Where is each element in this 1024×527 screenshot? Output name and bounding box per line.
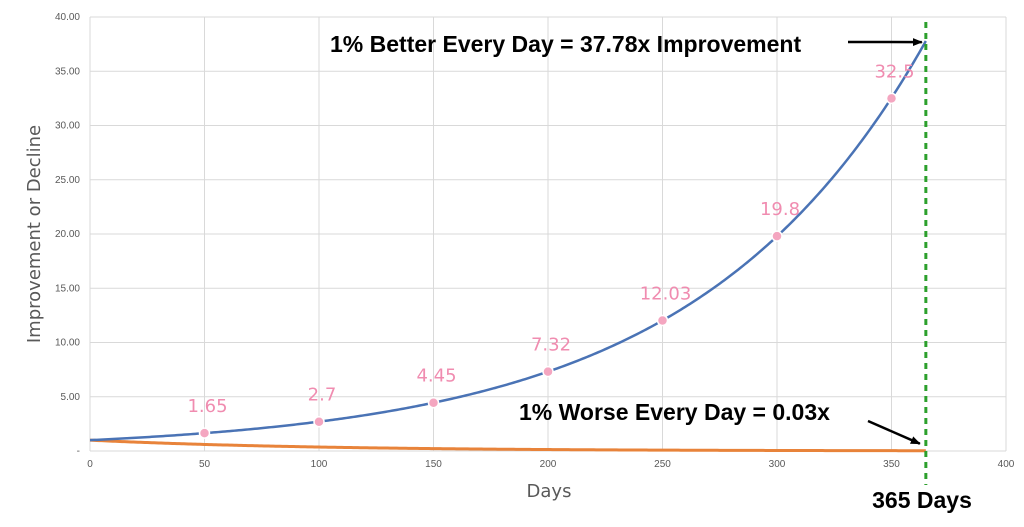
worse-annotation: 1% Worse Every Day = 0.03x [519, 399, 830, 425]
y-tick-label: 5.00 [61, 392, 81, 403]
y-tick-label: - [77, 446, 80, 457]
x-tick-label: 150 [425, 459, 442, 470]
better-annotation: 1% Better Every Day = 37.78x Improvement [330, 31, 801, 57]
x-tick-label: 0 [87, 459, 93, 470]
y-axis-title: Improvement or Decline [24, 125, 45, 343]
y-tick-label: 40.00 [55, 12, 80, 23]
data-label: 7.32 [531, 335, 571, 356]
data-markers: 1.65 2.7 4.45 7.32 12.03 19.8 32.5 [187, 61, 915, 439]
series [89, 40, 927, 453]
data-label: 1.65 [187, 396, 227, 417]
series-line-better [89, 40, 927, 442]
data-label: 32.5 [874, 61, 914, 82]
x-tick-label: 400 [998, 459, 1015, 470]
data-point [427, 396, 440, 409]
x-tick-label: 300 [769, 459, 786, 470]
y-tick-label: 15.00 [55, 283, 80, 294]
x-tick-label: 200 [540, 459, 557, 470]
data-point [885, 92, 898, 105]
y-tick-label: 20.00 [55, 229, 80, 240]
grid [89, 16, 1007, 452]
data-point [542, 365, 554, 378]
y-tick-label: 30.00 [55, 121, 80, 132]
x-tick-label: 250 [654, 459, 671, 470]
data-label: 19.8 [760, 199, 800, 220]
x-axis-title: Days [527, 481, 572, 502]
x-tick-label: 50 [199, 459, 211, 470]
data-label: 12.03 [640, 283, 692, 304]
annotations [847, 22, 928, 485]
x-tick-label: 350 [883, 459, 900, 470]
data-point [656, 314, 669, 327]
series-line-worse [89, 438, 926, 453]
y-tick-label: 25.00 [55, 175, 80, 186]
data-point [198, 427, 211, 439]
worse-arrow [867, 419, 921, 445]
axes: 0 50 100 150 200 250 300 350 400 - 5.00 10.00 15.00 2… [55, 12, 1015, 470]
data-label: 4.45 [416, 366, 456, 387]
y-tick-label: 35.00 [55, 66, 80, 77]
y-tick-label: 10.00 [55, 338, 80, 349]
data-point [313, 415, 325, 428]
data-label: 2.7 [308, 385, 337, 406]
data-point [771, 230, 783, 242]
days-365-label: 365 Days [872, 487, 972, 513]
x-tick-label: 100 [311, 459, 328, 470]
